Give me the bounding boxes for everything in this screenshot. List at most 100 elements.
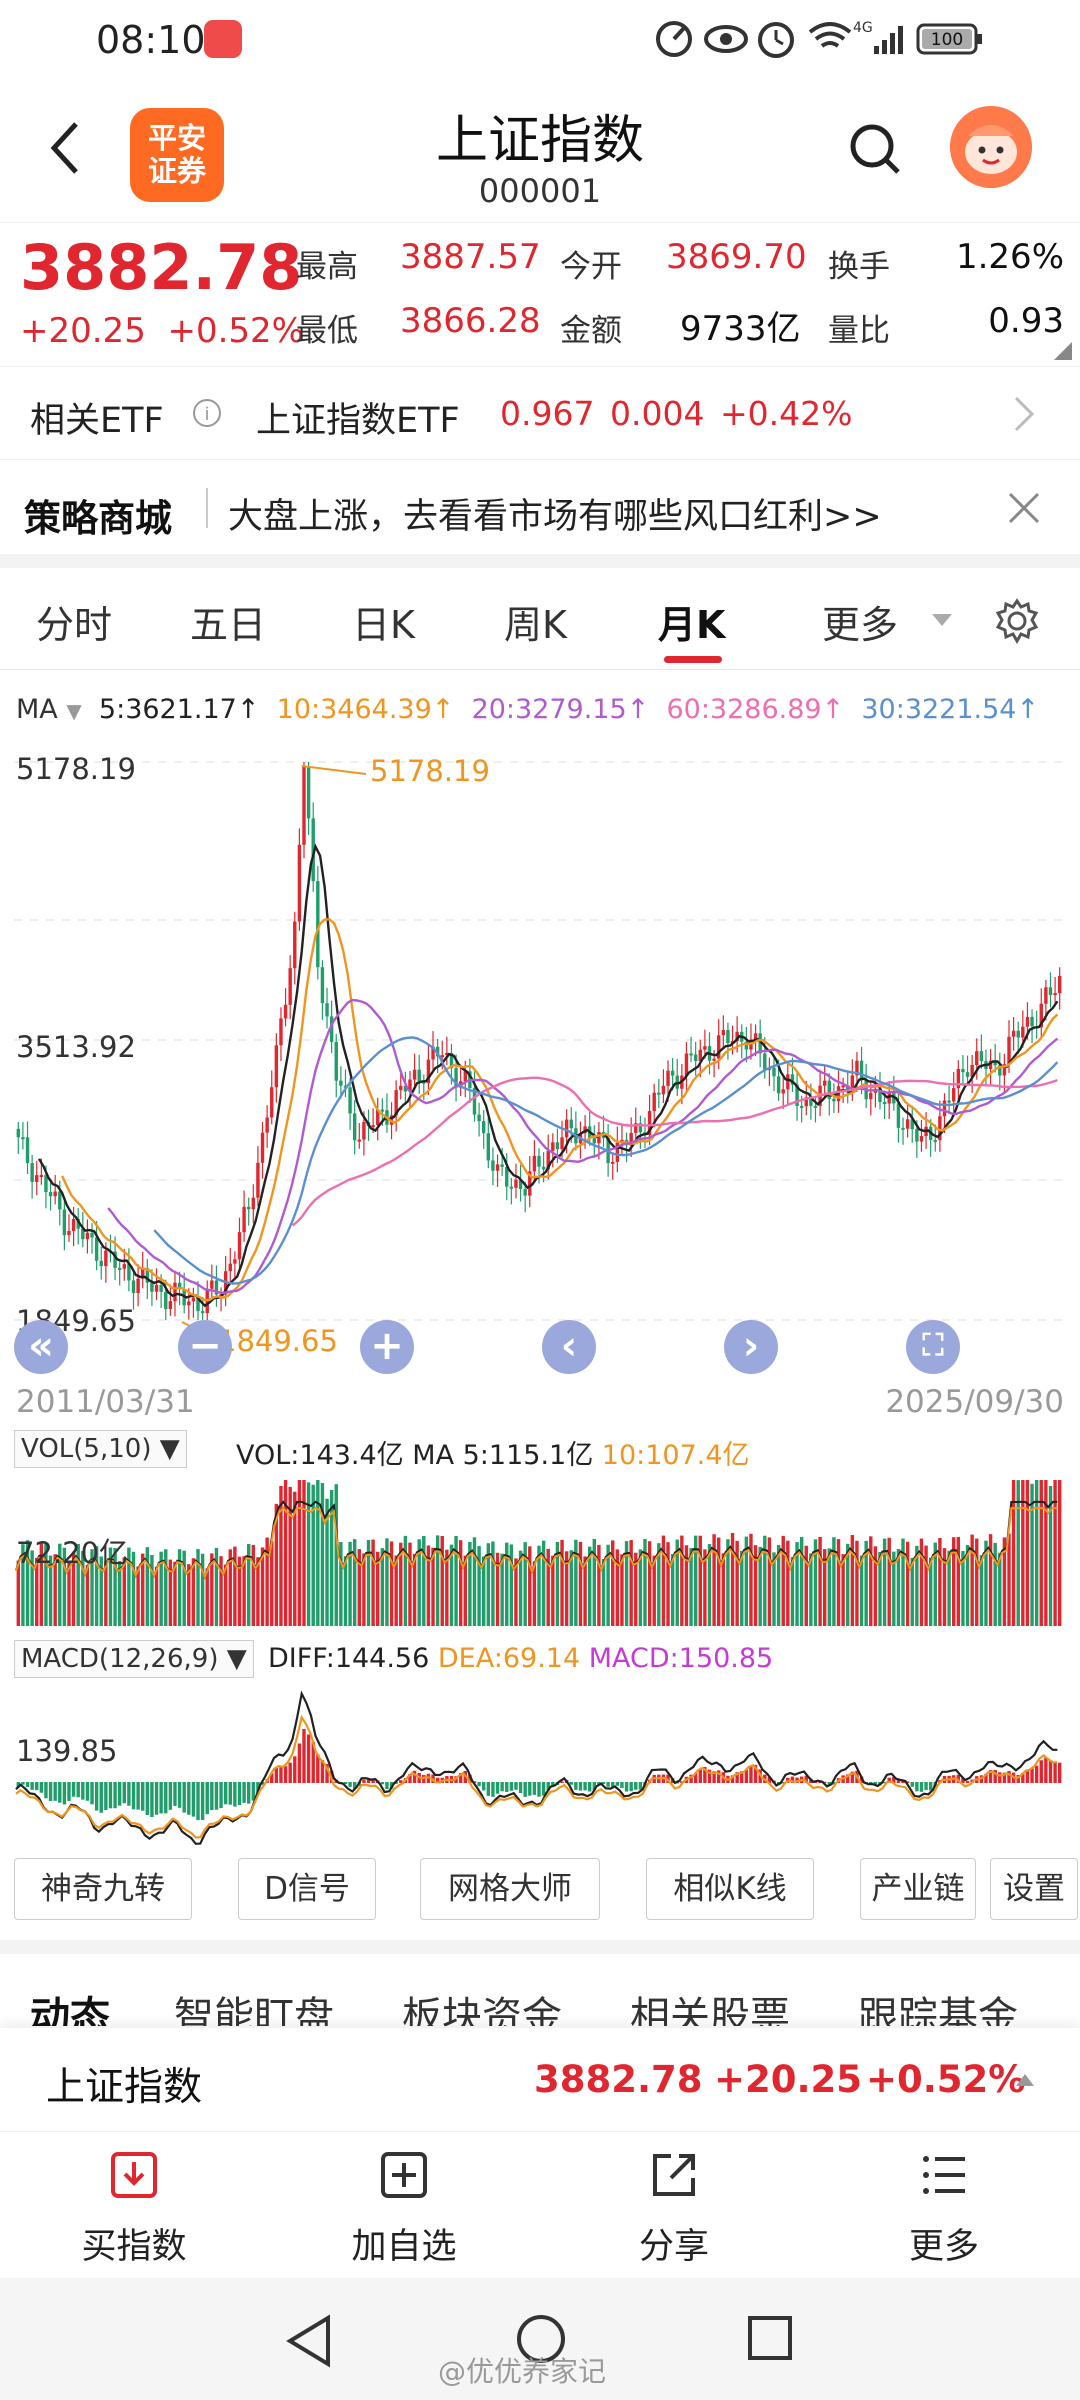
- more-button[interactable]: 更多: [864, 2150, 1024, 2269]
- ma30-value: 30:3221.54↑: [861, 694, 1040, 725]
- macd-bar: [48, 1782, 53, 1802]
- macd-bar: [509, 1782, 514, 1791]
- tab-daily-k[interactable]: 日K: [352, 603, 415, 647]
- candle: [21, 1137, 25, 1140]
- volume-bar: [993, 1542, 997, 1626]
- tab-monthly-k[interactable]: 月K: [658, 603, 726, 647]
- volume-bar: [408, 1542, 412, 1626]
- candle: [246, 1206, 251, 1210]
- volume-bar: [942, 1548, 947, 1626]
- macd-bar: [131, 1782, 136, 1810]
- tool-d-signal[interactable]: D信号: [238, 1858, 376, 1920]
- info-tab-news[interactable]: 动态: [30, 1994, 110, 2026]
- add-watchlist-button[interactable]: 加自选: [324, 2150, 484, 2269]
- fullscreen-button[interactable]: ⛶: [906, 1320, 960, 1374]
- macd-bar: [601, 1782, 606, 1784]
- settings-gear-icon[interactable]: [994, 598, 1040, 644]
- candle: [611, 1161, 615, 1164]
- buy-index-button[interactable]: 买指数: [54, 2150, 214, 2269]
- info-icon[interactable]: i: [192, 398, 222, 428]
- macd-bar: [518, 1782, 523, 1794]
- scroll-left-button[interactable]: ‹: [542, 1320, 596, 1374]
- volume-bar: [532, 1561, 537, 1626]
- related-etf-row[interactable]: 相关ETF i 上证指数ETF 0.967 0.004 +0.42%: [0, 368, 1080, 460]
- summary-bar[interactable]: 上证指数 3882.78 +20.25 +0.52%: [0, 2028, 1080, 2132]
- logo-line-2: 证券: [147, 154, 206, 188]
- candle: [560, 1137, 564, 1150]
- volume-bar: [892, 1551, 896, 1626]
- volume-bar: [551, 1555, 555, 1626]
- macd-bar: [385, 1782, 389, 1790]
- macd-bar: [283, 1766, 288, 1783]
- kline-chart[interactable]: [0, 0, 1080, 1850]
- macd-bar: [99, 1782, 103, 1813]
- ma-dropdown-icon[interactable]: ▼: [66, 699, 82, 723]
- info-tab-sector-funds[interactable]: 板块资金: [402, 1994, 562, 2026]
- macd-bar: [348, 1782, 352, 1787]
- tab-intraday[interactable]: 分时: [36, 603, 113, 647]
- volume-bar: [712, 1534, 716, 1626]
- volume-bar: [744, 1536, 749, 1626]
- tool-similar-kline[interactable]: 相似K线: [646, 1858, 814, 1920]
- share-button[interactable]: 分享: [594, 2150, 754, 2269]
- scroll-to-start-button[interactable]: «: [14, 1320, 68, 1374]
- macd-indicator-select[interactable]: MACD(12,26,9) ▼: [14, 1640, 254, 1678]
- close-icon[interactable]: [1006, 490, 1042, 526]
- back-arrow-icon[interactable]: [46, 118, 86, 178]
- search-icon[interactable]: [848, 122, 904, 178]
- volume-bar: [339, 1542, 343, 1626]
- expand-corner-icon[interactable]: [1054, 342, 1072, 360]
- tool-magic-nine[interactable]: 神奇九转: [14, 1858, 192, 1920]
- macd-dea: DEA:69.14: [437, 1643, 581, 1674]
- candle: [795, 1084, 799, 1106]
- assistant-avatar[interactable]: [950, 106, 1032, 188]
- macd-bar: [113, 1782, 117, 1809]
- tab-more[interactable]: 更多: [822, 603, 899, 647]
- zoom-out-button[interactable]: −: [178, 1320, 232, 1374]
- info-tab-smart-watch[interactable]: 智能盯盘: [174, 1994, 334, 2026]
- ma-label[interactable]: MA: [16, 694, 58, 725]
- volume-bar: [813, 1539, 818, 1626]
- strategy-banner[interactable]: 策略商城 大盘上涨，去看看市场有哪些风口红利>>: [0, 462, 1080, 554]
- tool-settings[interactable]: 设置: [990, 1858, 1078, 1920]
- tool-grid-master[interactable]: 网格大师: [420, 1858, 600, 1920]
- candle: [53, 1191, 57, 1197]
- nav-back-icon[interactable]: [284, 2314, 334, 2368]
- zoom-in-button[interactable]: +: [360, 1320, 414, 1374]
- scroll-right-button[interactable]: ›: [724, 1320, 778, 1374]
- candle: [786, 1074, 790, 1090]
- volume-bar: [150, 1555, 154, 1626]
- macd-bar: [150, 1782, 154, 1817]
- volume-bar: [362, 1553, 366, 1626]
- caret-up-icon[interactable]: [1014, 2072, 1036, 2088]
- tab-weekly-k[interactable]: 周K: [504, 603, 567, 647]
- volume-bar: [182, 1550, 186, 1626]
- info-tab-related-stocks[interactable]: 相关股票: [630, 1994, 790, 2026]
- volume-bar: [94, 1546, 99, 1626]
- macd-axis-label: 139.85: [16, 1734, 118, 1768]
- tool-industry-chain[interactable]: 产业链: [860, 1858, 976, 1920]
- nav-recents-icon[interactable]: [746, 2314, 794, 2362]
- candle: [887, 1092, 891, 1104]
- volume-bar: [841, 1554, 845, 1626]
- macd-bar: [606, 1782, 610, 1787]
- volume-indicator-select[interactable]: VOL(5,10) ▼: [14, 1430, 187, 1468]
- volume-bar: [251, 1544, 256, 1626]
- macd-bar: [293, 1756, 297, 1783]
- macd-bar: [90, 1782, 94, 1805]
- volume-bar: [1030, 1483, 1034, 1626]
- macd-bar: [790, 1776, 795, 1783]
- volume-bar: [509, 1544, 514, 1626]
- macd-bar: [297, 1743, 302, 1783]
- macd-bar: [288, 1762, 292, 1783]
- tab-five-day[interactable]: 五日: [190, 603, 267, 647]
- candle: [352, 1113, 357, 1141]
- candle: [804, 1097, 808, 1107]
- volume-bar: [1057, 1480, 1062, 1626]
- candle: [717, 1035, 721, 1059]
- volume-bar: [988, 1534, 993, 1626]
- volume-bar: [569, 1550, 573, 1626]
- candle: [495, 1164, 500, 1171]
- nav-home-icon[interactable]: [514, 2312, 568, 2366]
- info-tab-tracking-funds[interactable]: 跟踪基金: [858, 1994, 1018, 2026]
